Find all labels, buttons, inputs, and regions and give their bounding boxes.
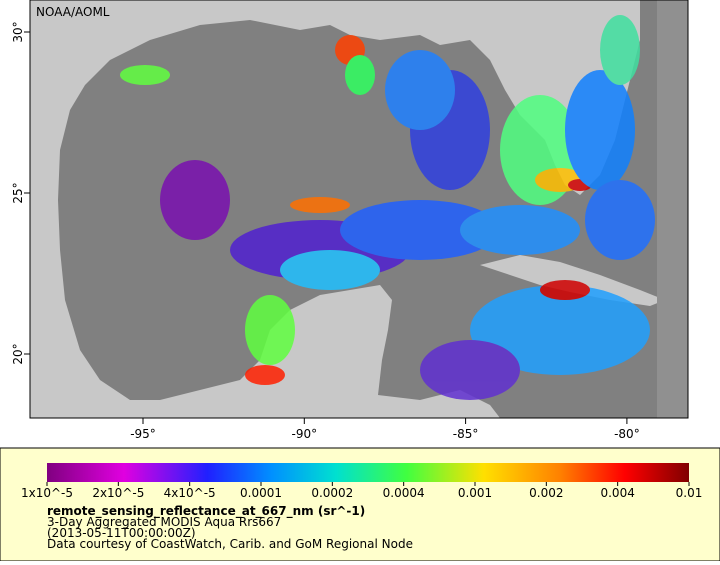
lon-label: -80°: [614, 427, 640, 441]
lat-label: 30°: [11, 21, 25, 42]
lon-label: -95°: [130, 427, 156, 441]
colorbar-label: 0.0002: [311, 486, 353, 500]
colorbar-label: 0.001: [458, 486, 492, 500]
colorbar-ticks: 1x10^-5 2x10^-5 4x10^-5 0.0001 0.0002 0.0004 0…: [21, 482, 702, 500]
credit: NOAA/AOML: [36, 5, 110, 19]
legend-title: remote_sensing_reflectance_at_667_nm (sr…: [47, 504, 365, 519]
lat-label: 25°: [11, 182, 25, 203]
map-frame: [29, 0, 689, 419]
land-mexico-us: [30, 0, 500, 418]
colorbar-label: 4x10^-5: [164, 486, 216, 500]
lon-label: -85°: [453, 427, 479, 441]
colorbar-label: 0.01: [676, 486, 703, 500]
lon-label: -90°: [291, 427, 317, 441]
colorbar-label: 0.0001: [240, 486, 282, 500]
legend-line: Data courtesy of CoastWatch, Carib. and …: [47, 537, 413, 551]
axis-ticks: -95° -90° -85° -80° 30° 25° 20°: [11, 21, 640, 441]
legend-line: (2013-05-11T00:00:00Z): [47, 526, 196, 540]
colorbar-label: 0.0004: [383, 486, 425, 500]
lat-label: 20°: [11, 343, 25, 364]
legend-line: 3-Day Aggregated MODIS Aqua Rrs667: [47, 515, 281, 529]
colorbar-label: 0.002: [529, 486, 563, 500]
colorbar-label: 1x10^-5: [21, 486, 73, 500]
data-patches: [120, 15, 655, 400]
map-area: NOAA/AOML: [30, 0, 688, 418]
colorbar: [47, 463, 689, 482]
colorbar-label: 0.004: [600, 486, 634, 500]
no-data-strip: [657, 0, 688, 418]
colorbar-label: 2x10^-5: [92, 486, 144, 500]
